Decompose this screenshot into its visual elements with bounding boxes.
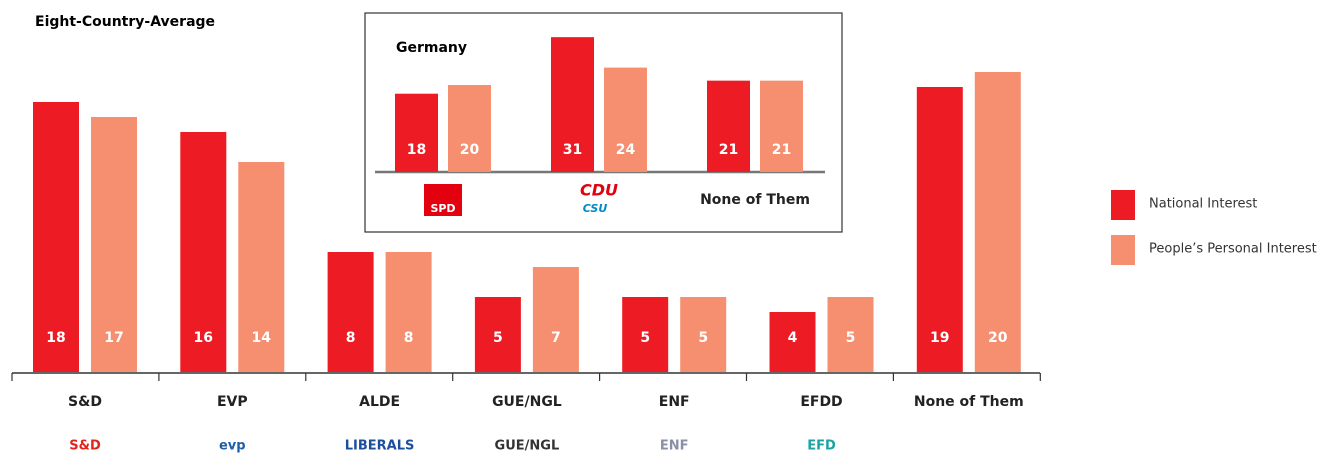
category-sublabel: CSU <box>583 202 608 215</box>
bar <box>604 67 647 172</box>
data-label: 17 <box>104 330 123 346</box>
bar <box>680 297 727 372</box>
bar <box>974 72 1021 372</box>
category-label: CDU <box>580 181 618 200</box>
data-label: 8 <box>346 330 356 346</box>
legend-swatch <box>1111 190 1135 220</box>
data-label: 24 <box>616 142 636 158</box>
category-label: S&D <box>68 394 102 410</box>
group-logo: GUE/NGL <box>495 439 560 454</box>
legend-swatch <box>1111 235 1135 265</box>
group-logo: evp <box>219 439 246 454</box>
party-logo <box>424 184 462 216</box>
data-label: 5 <box>698 330 708 346</box>
bar <box>760 80 803 172</box>
category-label: ENF <box>659 394 690 410</box>
bar <box>91 117 137 372</box>
data-label: 31 <box>563 142 582 158</box>
data-label: 19 <box>930 330 949 346</box>
data-label: 21 <box>772 142 791 158</box>
category-label: GUE/NGL <box>492 394 562 410</box>
group-logo: EFD <box>807 439 836 454</box>
data-label: 5 <box>846 330 856 346</box>
category-label: None of Them <box>914 394 1024 410</box>
bar <box>622 297 669 372</box>
legend-label: People’s Personal Interest <box>1149 242 1317 257</box>
data-label: 20 <box>988 330 1008 346</box>
group-logo: LIBERALS <box>345 439 415 454</box>
data-label: 18 <box>407 142 426 158</box>
bar <box>769 312 816 372</box>
category-label: None of Them <box>700 192 810 208</box>
bar <box>474 297 521 372</box>
bar <box>180 132 227 372</box>
data-label: 7 <box>551 330 561 346</box>
bar <box>33 102 79 372</box>
bar <box>385 252 432 372</box>
bar <box>327 252 374 372</box>
bar <box>238 162 285 372</box>
bar <box>448 85 491 172</box>
data-label: 5 <box>640 330 650 346</box>
data-label: 16 <box>194 330 213 346</box>
bar <box>827 297 874 372</box>
group-logo: ENF <box>660 439 689 454</box>
bar <box>395 93 438 172</box>
group-logo: S&D <box>69 439 101 454</box>
bar <box>916 87 963 372</box>
data-label: 14 <box>252 330 272 346</box>
chart-title: Eight-Country-Average <box>35 14 215 30</box>
bar <box>532 267 579 372</box>
inset-title: Germany <box>396 40 467 56</box>
data-label: 4 <box>788 330 798 346</box>
legend-label: National Interest <box>1149 197 1257 212</box>
category-label: ALDE <box>359 394 400 410</box>
data-label: 8 <box>404 330 414 346</box>
bar <box>551 37 594 173</box>
data-label: 21 <box>719 142 738 158</box>
category-label: EFDD <box>800 394 842 410</box>
bar <box>707 80 750 172</box>
data-label: 5 <box>493 330 503 346</box>
data-label: 20 <box>460 142 480 158</box>
data-label: 18 <box>46 330 65 346</box>
category-label: SPD <box>430 202 455 215</box>
category-label: EVP <box>217 394 248 410</box>
